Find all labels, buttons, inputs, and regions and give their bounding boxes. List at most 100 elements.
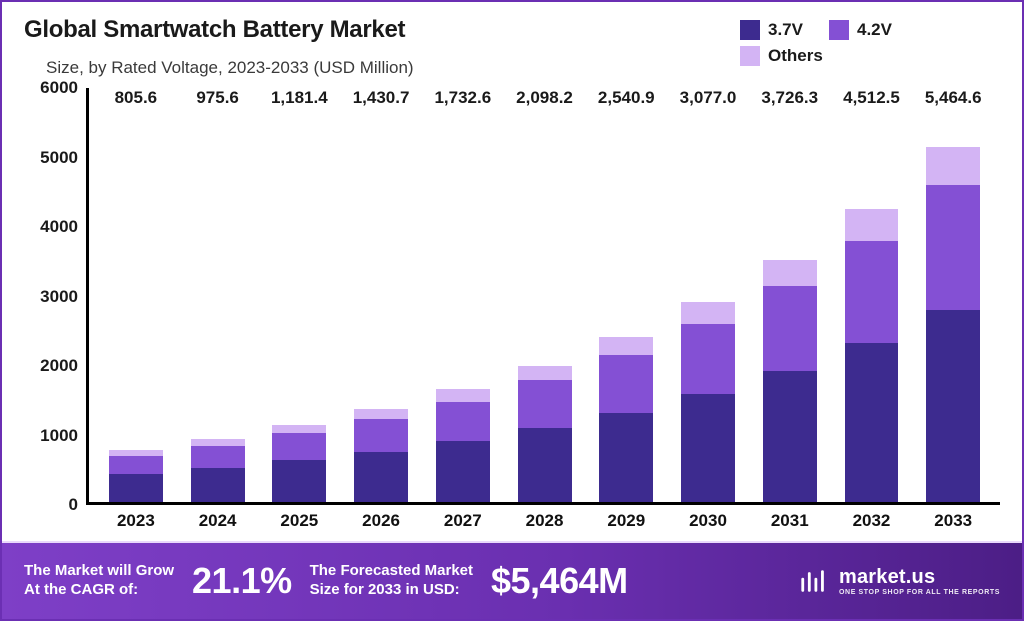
chart-title: Global Smartwatch Battery Market — [24, 16, 740, 44]
bar-segment — [763, 371, 817, 502]
bar-segment — [436, 389, 490, 401]
cagr-label-line1: The Market will Grow — [24, 562, 174, 579]
bar-stack — [681, 112, 735, 502]
bar-segment — [109, 474, 163, 502]
bar-segment — [926, 310, 980, 502]
bar-column: 805.6 — [95, 88, 177, 502]
chart-subtitle: Size, by Rated Voltage, 2023-2033 (USD M… — [46, 58, 740, 78]
x-tick-label: 2027 — [422, 511, 504, 531]
x-tick-label: 2023 — [95, 511, 177, 531]
brand-name: market.us — [839, 567, 1000, 587]
y-tick-label: 3000 — [24, 287, 78, 307]
bar-segment — [191, 446, 245, 468]
bar-segment — [354, 409, 408, 419]
size-label-line2: Size for 2033 in USD: — [310, 581, 460, 598]
cagr-label: The Market will Grow At the CAGR of: — [24, 562, 174, 600]
chart-frame: Global Smartwatch Battery Market Size, b… — [0, 0, 1024, 621]
bar-segment — [763, 260, 817, 286]
x-tick-label: 2033 — [912, 511, 994, 531]
footer-banner: The Market will Grow At the CAGR of: 21.… — [2, 541, 1022, 619]
legend-label: 3.7V — [768, 20, 803, 40]
bar-column: 2,098.2 — [504, 88, 586, 502]
y-tick-label: 0 — [24, 495, 78, 515]
bar-segment — [354, 419, 408, 451]
brand-tagline: ONE STOP SHOP FOR ALL THE REPORTS — [839, 589, 1000, 596]
bar-segment — [354, 452, 408, 502]
bar-segment — [272, 425, 326, 433]
bar-segment — [272, 460, 326, 502]
bar-total-label: 2,098.2 — [516, 88, 573, 108]
bar-segment — [191, 468, 245, 502]
y-tick-label: 6000 — [24, 78, 78, 98]
legend-item: 3.7V — [740, 20, 803, 40]
bar-total-label: 4,512.5 — [843, 88, 900, 108]
bar-stack — [272, 112, 326, 502]
bar-segment — [599, 337, 653, 355]
bar-total-label: 975.6 — [196, 88, 239, 108]
bars-wrap: 805.6 975.6 1,181.4 1,430.7 1,732.6 2,098.2 2,… — [86, 88, 1000, 505]
bar-segment — [926, 147, 980, 186]
bar-column: 1,181.4 — [258, 88, 340, 502]
bar-segment — [191, 439, 245, 446]
bar-stack — [436, 112, 490, 502]
bar-stack — [354, 112, 408, 502]
bar-column: 1,430.7 — [340, 88, 422, 502]
x-labels: 2023202420252026202720282029203020312032… — [89, 511, 1000, 531]
legend-swatch — [740, 46, 760, 66]
x-tick-label: 2025 — [258, 511, 340, 531]
bar-column: 3,726.3 — [749, 88, 831, 502]
legend-label: 4.2V — [857, 20, 892, 40]
bar-column: 5,464.6 — [912, 88, 994, 502]
bar-total-label: 2,540.9 — [598, 88, 655, 108]
bar-total-label: 805.6 — [115, 88, 158, 108]
bar-segment — [681, 394, 735, 502]
y-tick-label: 2000 — [24, 356, 78, 376]
x-tick-label: 2031 — [749, 511, 831, 531]
y-axis: 0100020003000400050006000 — [24, 88, 86, 505]
bars: 805.6 975.6 1,181.4 1,430.7 1,732.6 2,098.2 2,… — [89, 88, 1000, 502]
legend-label: Others — [768, 46, 823, 66]
bar-total-label: 3,726.3 — [761, 88, 818, 108]
legend: 3.7V 4.2V Others — [740, 16, 1000, 66]
y-tick-label: 1000 — [24, 426, 78, 446]
bar-segment — [681, 302, 735, 324]
bar-total-label: 1,181.4 — [271, 88, 328, 108]
brand-logo-icon — [799, 566, 829, 596]
x-tick-label: 2029 — [585, 511, 667, 531]
bar-segment — [272, 433, 326, 460]
bar-column: 3,077.0 — [667, 88, 749, 502]
bar-segment — [845, 209, 899, 241]
bar-segment — [436, 441, 490, 502]
x-tick-label: 2028 — [504, 511, 586, 531]
bar-segment — [109, 456, 163, 474]
bar-stack — [926, 112, 980, 502]
bar-column: 2,540.9 — [585, 88, 667, 502]
x-tick-label: 2030 — [667, 511, 749, 531]
bar-segment — [926, 185, 980, 309]
bar-segment — [518, 380, 572, 428]
bar-total-label: 3,077.0 — [680, 88, 737, 108]
bar-column: 975.6 — [177, 88, 259, 502]
bar-column: 1,732.6 — [422, 88, 504, 502]
bar-stack — [191, 112, 245, 502]
x-axis: 2023202420252026202720282029203020312032… — [24, 511, 1000, 531]
bar-stack — [518, 112, 572, 502]
bar-stack — [763, 112, 817, 502]
size-label-line1: The Forecasted Market — [310, 562, 473, 579]
legend-swatch — [740, 20, 760, 40]
bar-segment — [599, 355, 653, 413]
legend-item: 4.2V — [829, 20, 892, 40]
bar-total-label: 5,464.6 — [925, 88, 982, 108]
titles: Global Smartwatch Battery Market Size, b… — [24, 16, 740, 78]
x-tick-label: 2026 — [340, 511, 422, 531]
bar-segment — [436, 402, 490, 441]
chart-area: Global Smartwatch Battery Market Size, b… — [2, 2, 1022, 505]
bar-total-label: 1,732.6 — [434, 88, 491, 108]
cagr-label-line2: At the CAGR of: — [24, 581, 138, 598]
bar-segment — [518, 366, 572, 381]
brand: market.us ONE STOP SHOP FOR ALL THE REPO… — [799, 566, 1000, 596]
bar-segment — [518, 428, 572, 502]
bar-column: 4,512.5 — [831, 88, 913, 502]
brand-text: market.us ONE STOP SHOP FOR ALL THE REPO… — [839, 567, 1000, 596]
bar-stack — [845, 112, 899, 502]
